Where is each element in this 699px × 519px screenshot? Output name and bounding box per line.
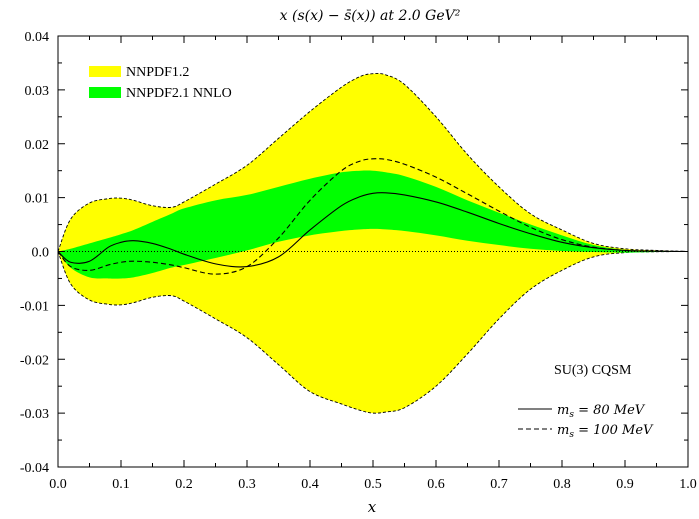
- x-tick-label: 0.7: [490, 477, 508, 492]
- legend-label-nnpdf12: NNPDF1.2: [126, 65, 189, 80]
- y-tick-label: -0.03: [20, 407, 49, 422]
- model-annotation: SU(3) CQSM: [554, 363, 632, 378]
- y-tick-label: 0.01: [25, 192, 50, 207]
- x-tick-label: 0.3: [238, 477, 256, 492]
- y-tick-label: -0.01: [20, 299, 49, 314]
- x-tick-label: 0.9: [616, 477, 634, 492]
- legend-label-ms100: ms = 100 MeV: [557, 423, 654, 440]
- x-tick-label: 0.5: [364, 477, 382, 492]
- legend-label-ms80: ms = 80 MeV: [557, 403, 646, 420]
- legend-label-nnpdf21: NNPDF2.1 NNLO: [126, 86, 232, 101]
- band-nnpdf12-lower-edge: [57, 251, 689, 414]
- x-tick-label: 0.0: [49, 477, 67, 492]
- y-tick-label: 0.02: [25, 138, 50, 153]
- x-tick-label: 0.1: [112, 477, 130, 492]
- y-tick-label: 0.03: [25, 84, 50, 99]
- y-tick-label: -0.02: [20, 353, 49, 368]
- y-tick-label: 0.04: [25, 30, 50, 45]
- curve-ms100: [57, 158, 689, 275]
- x-tick-label: 0.8: [553, 477, 571, 492]
- legend: NNPDF1.2 NNPDF2.1 NNLO: [89, 65, 232, 101]
- y-tick-label: -0.04: [20, 461, 49, 476]
- band-nnpdf12-upper-edge: [57, 73, 689, 252]
- legend-swatch-nnpdf12: [89, 66, 121, 77]
- chart-title: x (s(x) − s̄(x)) at 2.0 GeV²: [280, 8, 461, 24]
- x-axis-label: x: [368, 498, 377, 516]
- x-tick-label: 0.6: [427, 477, 445, 492]
- curve-ms80: [57, 192, 689, 268]
- band-nnpdf12: [58, 73, 688, 414]
- band-nnpdf21: [58, 170, 688, 279]
- y-tick-label: 0.0: [32, 246, 50, 261]
- tick-marks: [57, 35, 689, 468]
- tick-labels: 0.0 0.1 0.2 0.3 0.4 0.5 0.6 0.7 0.8 0.9 1.0 0.04 0.0…: [20, 30, 697, 492]
- legend-swatch-nnpdf21: [89, 87, 121, 98]
- plot-area: [57, 73, 689, 414]
- x-tick-label: 0.2: [175, 477, 193, 492]
- x-tick-label: 1.0: [679, 477, 697, 492]
- curve-legend: ms = 80 MeV ms = 100 MeV: [518, 403, 654, 440]
- x-tick-label: 0.4: [301, 477, 319, 492]
